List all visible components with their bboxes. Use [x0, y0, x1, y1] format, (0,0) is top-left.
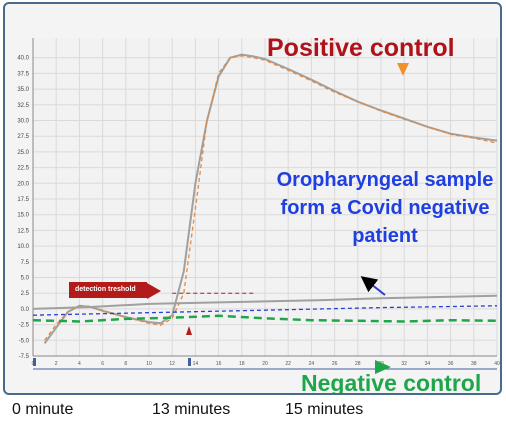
x-tick-label: 14: [193, 361, 199, 367]
y-tick-label: 12.5: [17, 228, 29, 234]
series-line-1: [44, 55, 498, 341]
y-tick-label: 10.0: [17, 244, 29, 250]
x-tick-label: 6: [101, 361, 104, 367]
y-tick-label: 5.0: [21, 276, 30, 282]
x-tick-label: 40: [494, 361, 500, 367]
series-line-3: [32, 305, 498, 316]
detection-threshold-label: detection treshold: [69, 282, 147, 298]
y-tick-label: 37.5: [17, 71, 29, 77]
amplification-chart: -7.5 -5.0 -2.5 0.0 2.5 5.0 7.5 10.0 12.5 15.0 17.5…: [17, 38, 500, 374]
x-tick-label: 22: [285, 361, 291, 367]
y-tick-label: -2.5: [19, 323, 30, 329]
y-tick-label: 32.5: [17, 103, 29, 109]
axis-13-marker: [188, 358, 191, 366]
y-tick-label: 25.0: [17, 150, 29, 156]
positive-control-label: Positive control: [267, 34, 455, 62]
x-tick-label: 16: [216, 361, 222, 367]
y-tick-label: 40.0: [17, 56, 29, 62]
x-tick-label: 12: [169, 361, 175, 367]
x-tick-label: 2: [55, 361, 58, 367]
x-tick-label: 10: [146, 361, 152, 367]
x-tick-label: 34: [425, 361, 431, 367]
threshold-arrow: [147, 283, 161, 299]
time-label-13: 13 minutes: [152, 401, 231, 418]
y-tick-label: 2.5: [21, 291, 30, 297]
x-tick-label: 32: [401, 361, 407, 367]
y-tick-label: 27.5: [17, 134, 29, 140]
negative-control-label: Negative control: [301, 370, 482, 395]
x-tick-label: 20: [262, 361, 268, 367]
cq-marker-arrow: [186, 326, 192, 335]
x-tick-label: 8: [124, 361, 127, 367]
y-tick-label: 7.5: [21, 260, 30, 266]
y-tick-label: 22.5: [17, 166, 29, 172]
y-tick-label: -7.5: [19, 354, 30, 360]
time-label-15: 15 minutes: [285, 401, 364, 418]
x-tick-label: 24: [309, 361, 315, 367]
x-tick-label: 26: [332, 361, 338, 367]
axis-start-marker: [33, 358, 36, 366]
positive-control-arrow: [397, 63, 409, 76]
y-tick-label: 20.0: [17, 181, 29, 187]
x-tick-label: 4: [78, 361, 81, 367]
sample-arrow: [360, 276, 386, 296]
series-line-2: [32, 294, 498, 310]
x-tick-label: 38: [471, 361, 477, 367]
x-tick-label: 18: [239, 361, 245, 367]
y-tick-label: 17.5: [17, 197, 29, 203]
negative-control-arrow: [375, 360, 391, 374]
y-tick-label: 35.0: [17, 87, 29, 93]
y-tick-label: 15.0: [17, 213, 29, 219]
chart-frame: -7.5 -5.0 -2.5 0.0 2.5 5.0 7.5 10.0 12.5 15.0 17.5…: [3, 2, 502, 395]
y-tick-label: -5.0: [19, 338, 30, 344]
x-tick-label: 28: [355, 361, 361, 367]
time-label-0: 0 minute: [12, 401, 74, 418]
y-tick-label: 30.0: [17, 119, 29, 125]
x-tick-label: 36: [448, 361, 454, 367]
y-tick-label: 0.0: [21, 307, 30, 313]
sample-description-label: Oropharyngeal sample form a Covid negati…: [276, 169, 494, 247]
